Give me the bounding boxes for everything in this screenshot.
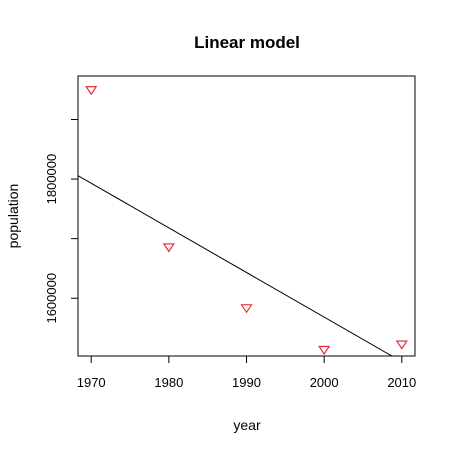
x-tick-label: 1970	[77, 375, 106, 390]
y-tick-label: 1800000	[44, 154, 59, 205]
x-tick-label: 2000	[310, 375, 339, 390]
y-tick-label: 1600000	[44, 273, 59, 324]
data-point	[85, 86, 98, 96]
data-point	[240, 304, 253, 314]
chart-title: Linear model	[194, 33, 300, 52]
x-tick-label: 2010	[387, 375, 416, 390]
y-axis-label: population	[5, 184, 21, 249]
x-axis-label: year	[233, 417, 261, 433]
y-axis: 1600000 1800000	[44, 118, 79, 324]
x-tick-label: 1980	[154, 375, 183, 390]
data-point	[318, 345, 331, 355]
fit-layer	[78, 175, 393, 356]
points-layer	[85, 86, 408, 355]
data-point	[162, 243, 175, 253]
data-point	[395, 340, 408, 350]
x-axis: 1970 1980 1990 2000 2010	[77, 355, 416, 390]
x-tick-label: 1990	[232, 375, 261, 390]
fit-line	[78, 175, 393, 356]
plot-frame	[77, 75, 416, 357]
